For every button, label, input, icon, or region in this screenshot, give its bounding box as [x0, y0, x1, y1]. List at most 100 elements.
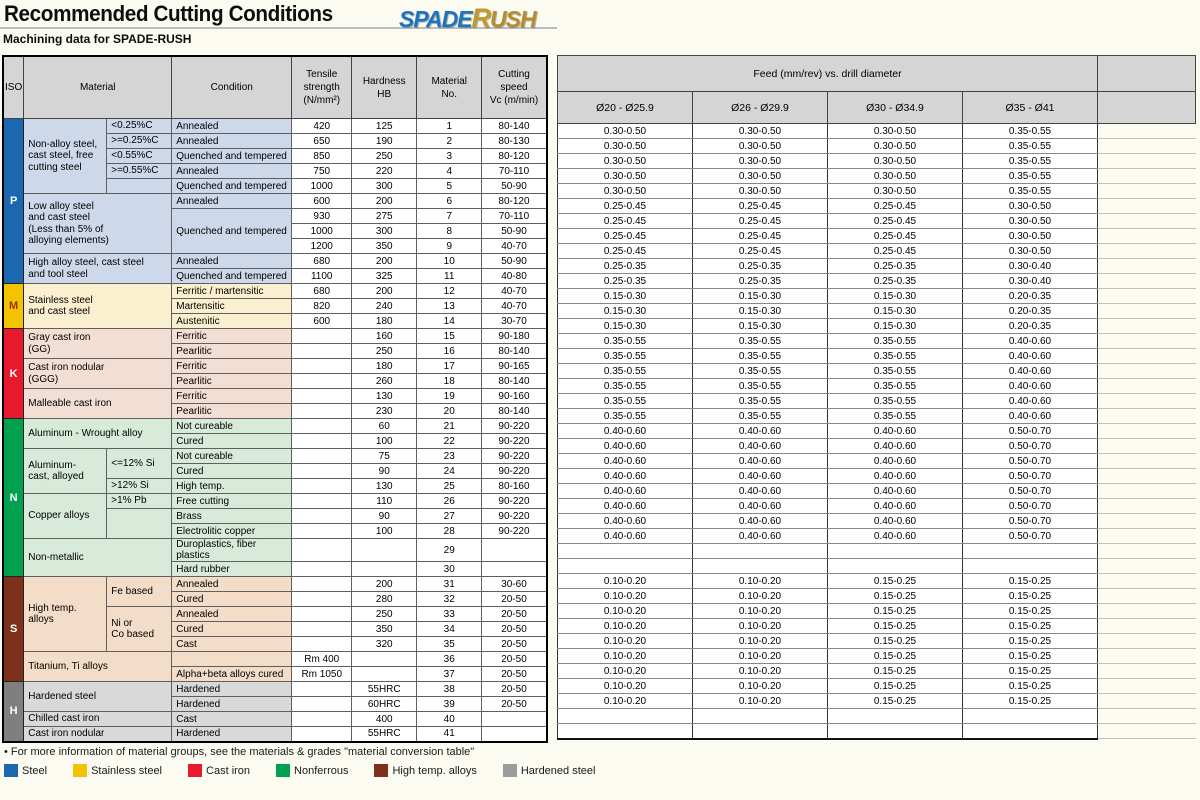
- feed-cell: 0.35-0.55: [557, 333, 693, 349]
- feed-row: 0.15-0.30 0.15-0.30 0.15-0.30 0.20-0.35: [557, 303, 1196, 319]
- material-no-cell: 29: [416, 538, 483, 562]
- tensile-cell: [291, 591, 353, 607]
- cutting-speed-cell: 70-110: [481, 208, 548, 224]
- feed-cell: 0.40-0.60: [692, 423, 828, 439]
- feed-cell: [962, 723, 1098, 740]
- feed-cell: 0.50-0.70: [962, 438, 1098, 454]
- tensile-cell: [291, 576, 353, 592]
- column-header-dia-3: Ø30 - Ø34.9: [827, 91, 963, 124]
- brand-logo: SPADERUSH: [399, 3, 537, 34]
- column-header-material-no: Material No.: [416, 55, 483, 119]
- cutting-speed-cell: 90-220: [481, 433, 548, 449]
- feed-cell: [557, 723, 693, 740]
- column-header-dia-4: Ø35 - Ø41: [962, 91, 1098, 124]
- material-no-cell: 23: [416, 448, 483, 464]
- feed-cell: 0.25-0.45: [692, 228, 828, 244]
- feed-ghost-cell: [1097, 693, 1196, 709]
- condition-cell: Ferritic / martensitic: [171, 283, 293, 299]
- material-no-cell: 22: [416, 433, 483, 449]
- condition-cell: Free cutting: [171, 493, 293, 509]
- cutting-speed-cell: 40-70: [481, 298, 548, 314]
- material-cell: Low alloy steel and cast steel (Less tha…: [23, 193, 173, 254]
- legend-label: Stainless steel: [91, 764, 163, 777]
- hardness-cell: 55HRC: [351, 681, 418, 697]
- cutting-speed-cell: 90-220: [481, 493, 548, 509]
- legend-item: Cast iron: [188, 764, 250, 777]
- hardness-cell: 240: [351, 298, 418, 314]
- cutting-speed-cell: 50-90: [481, 223, 548, 239]
- hardness-cell: 60: [351, 418, 418, 434]
- condition-cell: High temp.: [171, 478, 293, 494]
- page-subtitle: Machining data for SPADE-RUSH: [3, 32, 192, 46]
- feed-cell: 0.35-0.55: [692, 363, 828, 379]
- feed-cell: 0.10-0.20: [692, 648, 828, 664]
- table-row: Ni or Co based Annealed 250 33 20-50: [3, 606, 548, 652]
- feed-cell: 0.30-0.50: [557, 123, 693, 139]
- feed-ghost-cell: [1097, 663, 1196, 679]
- feed-cell: 0.30-0.50: [962, 228, 1098, 244]
- feed-row: 0.35-0.55 0.35-0.55 0.35-0.55 0.40-0.60: [557, 393, 1196, 409]
- tensile-cell: [291, 726, 353, 742]
- feed-cell: 0.30-0.50: [827, 183, 963, 199]
- table-row: Copper alloys >1% Pb Free cutting 110 26 90-2…: [3, 493, 548, 539]
- feed-cell: 0.40-0.60: [557, 498, 693, 514]
- condition-cell: Cast: [171, 711, 293, 727]
- feed-row: 0.30-0.50 0.30-0.50 0.30-0.50 0.35-0.55: [557, 183, 1196, 199]
- feed-cell: 0.35-0.55: [692, 378, 828, 394]
- feed-row: [557, 558, 1196, 574]
- machining-table-header: ISO Material Condition Tensile strength …: [2, 55, 548, 119]
- feed-row: 0.10-0.20 0.10-0.20 0.15-0.25 0.15-0.25: [557, 693, 1196, 709]
- feed-cell: [827, 708, 963, 724]
- cutting-speed-cell: 40-70: [481, 283, 548, 299]
- feed-cell: 0.35-0.55: [962, 138, 1098, 154]
- material-sub-cell: >12% Si: [106, 478, 173, 494]
- feed-cell: 0.40-0.60: [557, 513, 693, 529]
- material-no-cell: 14: [416, 313, 483, 329]
- feed-cell: [827, 543, 963, 559]
- feed-row: 0.10-0.20 0.10-0.20 0.15-0.25 0.15-0.25: [557, 573, 1196, 589]
- cutting-speed-cell: [481, 726, 548, 742]
- table-row: H Hardened steel Hardened 55HRC 38 20-50: [2, 681, 548, 742]
- hardness-cell: 125: [351, 118, 418, 134]
- table-row: Cured 280 32 20-50: [3, 591, 548, 607]
- feed-row: 0.25-0.35 0.25-0.35 0.25-0.35 0.30-0.40: [557, 258, 1196, 274]
- feed-cell: 0.15-0.25: [962, 588, 1098, 604]
- hardness-cell: 130: [351, 478, 418, 494]
- feed-cell: 0.15-0.25: [827, 588, 963, 604]
- material-no-cell: 1: [416, 118, 483, 134]
- feed-cell: 0.15-0.25: [827, 573, 963, 589]
- feed-cell: 0.50-0.70: [962, 468, 1098, 484]
- table-row: Alpha+beta alloys cured Rm 1050 37 20-50: [3, 666, 548, 682]
- feed-cell: 0.15-0.25: [827, 663, 963, 679]
- tensile-cell: [291, 711, 353, 727]
- tensile-cell: 820: [291, 298, 353, 314]
- feed-cell: 0.35-0.55: [827, 378, 963, 394]
- condition-cell: Quenched and tempered: [171, 178, 293, 194]
- feed-row: [557, 723, 1196, 740]
- hardness-cell: 200: [351, 193, 418, 209]
- column-header-iso: ISO: [2, 55, 25, 119]
- feed-ghost-cell: [1097, 363, 1196, 379]
- feed-cell: 0.15-0.25: [827, 603, 963, 619]
- feed-cell: 0.40-0.60: [557, 438, 693, 454]
- hardness-cell: 220: [351, 163, 418, 179]
- material-no-cell: 40: [416, 711, 483, 727]
- hardness-cell: 280: [351, 591, 418, 607]
- feed-table-title: Feed (mm/rev) vs. drill diameter: [557, 55, 1098, 92]
- cutting-speed-cell: [481, 538, 548, 562]
- material-cell: Aluminum- cast, alloyed: [23, 448, 108, 494]
- feed-cell: 0.35-0.55: [827, 408, 963, 424]
- feed-cell: 0.25-0.45: [827, 213, 963, 229]
- material-sub-cell: >=0.25%C: [106, 133, 173, 149]
- table-row: N Aluminum - Wrought alloy Not cureable 60 2…: [2, 418, 548, 577]
- material-no-cell: 31: [416, 576, 483, 592]
- feed-row: 0.40-0.60 0.40-0.60 0.40-0.60 0.50-0.70: [557, 438, 1196, 454]
- legend-label: Nonferrous: [294, 764, 349, 777]
- feed-cell: 0.15-0.30: [827, 288, 963, 304]
- condition-cell: Electrolitic copper: [171, 523, 293, 539]
- machining-table-body: P Non-alloy steel, cast steel, free cutti…: [2, 118, 548, 742]
- tensile-cell: [291, 433, 353, 449]
- feed-cell: 0.25-0.35: [827, 273, 963, 289]
- feed-ghost-cell: [1097, 243, 1196, 259]
- tensile-cell: [291, 373, 353, 389]
